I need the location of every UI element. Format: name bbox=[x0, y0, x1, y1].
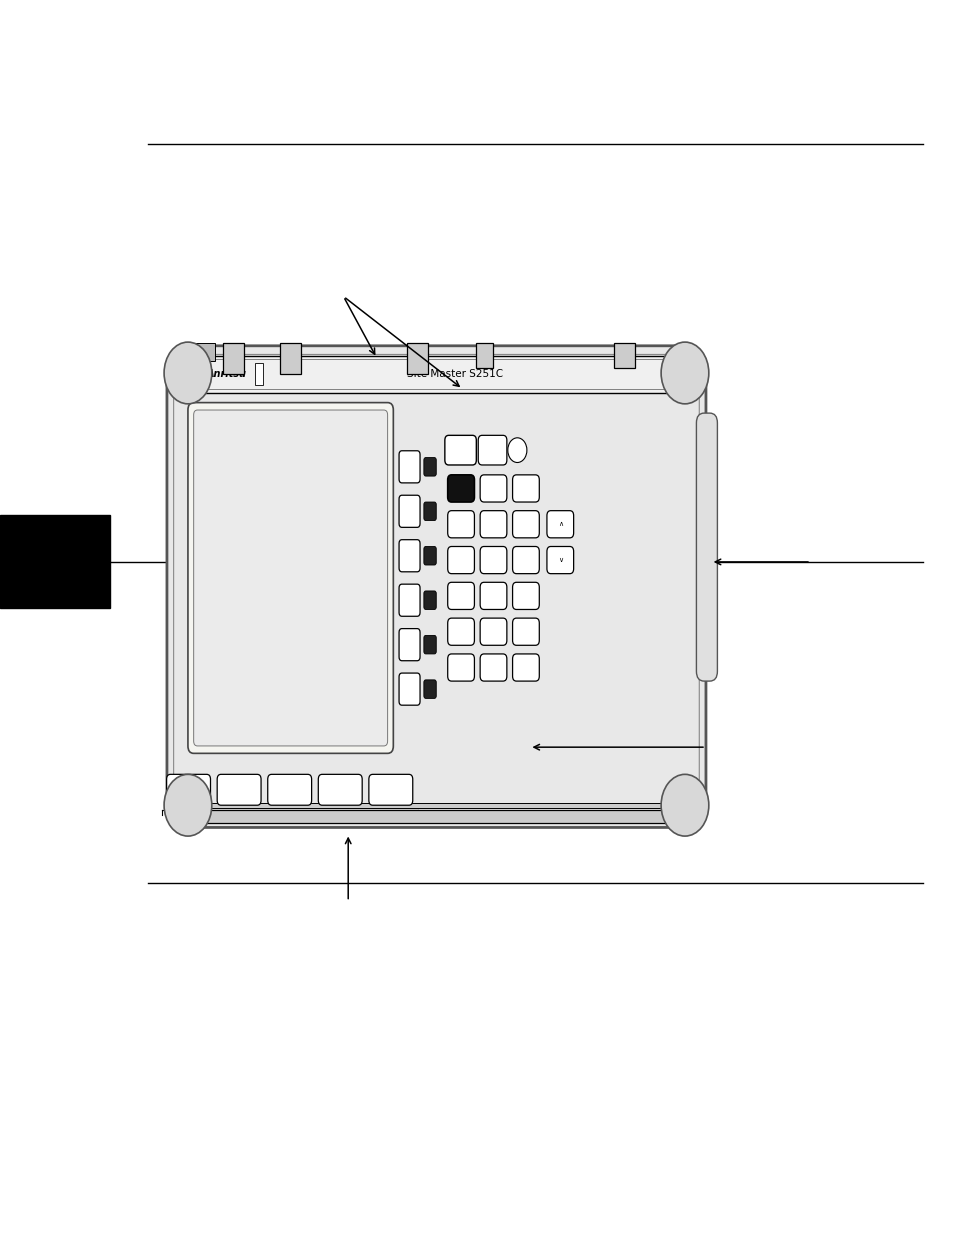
FancyBboxPatch shape bbox=[369, 774, 413, 805]
Circle shape bbox=[660, 774, 708, 836]
FancyBboxPatch shape bbox=[512, 655, 538, 682]
FancyBboxPatch shape bbox=[423, 458, 436, 477]
FancyBboxPatch shape bbox=[423, 679, 436, 699]
FancyBboxPatch shape bbox=[479, 655, 506, 682]
FancyBboxPatch shape bbox=[398, 584, 419, 616]
FancyBboxPatch shape bbox=[423, 547, 436, 566]
Text: ∨: ∨ bbox=[558, 557, 562, 563]
FancyBboxPatch shape bbox=[398, 495, 419, 527]
Bar bbox=[191, 810, 681, 823]
Text: ∧: ∧ bbox=[558, 521, 562, 527]
FancyBboxPatch shape bbox=[217, 774, 261, 805]
FancyBboxPatch shape bbox=[423, 636, 436, 655]
FancyBboxPatch shape bbox=[423, 503, 436, 521]
FancyBboxPatch shape bbox=[512, 546, 538, 573]
Bar bbox=[195, 343, 214, 361]
Text: Anritsu: Anritsu bbox=[207, 369, 247, 379]
FancyBboxPatch shape bbox=[398, 673, 419, 705]
FancyBboxPatch shape bbox=[167, 346, 705, 827]
Bar bbox=[476, 343, 493, 368]
FancyBboxPatch shape bbox=[447, 583, 474, 610]
FancyBboxPatch shape bbox=[318, 774, 362, 805]
FancyBboxPatch shape bbox=[546, 546, 573, 573]
FancyBboxPatch shape bbox=[512, 583, 538, 610]
FancyBboxPatch shape bbox=[447, 655, 474, 682]
Bar bbox=[223, 343, 244, 374]
FancyBboxPatch shape bbox=[398, 451, 419, 483]
FancyBboxPatch shape bbox=[479, 619, 506, 646]
FancyBboxPatch shape bbox=[444, 436, 476, 466]
FancyBboxPatch shape bbox=[696, 414, 717, 682]
FancyBboxPatch shape bbox=[398, 629, 419, 661]
FancyBboxPatch shape bbox=[512, 511, 538, 538]
Circle shape bbox=[660, 342, 708, 404]
Bar bbox=[254, 363, 263, 385]
Circle shape bbox=[164, 774, 212, 836]
FancyBboxPatch shape bbox=[447, 619, 474, 646]
FancyBboxPatch shape bbox=[447, 546, 474, 573]
Circle shape bbox=[164, 342, 212, 404]
FancyBboxPatch shape bbox=[447, 475, 474, 503]
FancyBboxPatch shape bbox=[447, 511, 474, 538]
FancyBboxPatch shape bbox=[512, 475, 538, 503]
Text: Site Master S251C: Site Master S251C bbox=[407, 369, 503, 379]
FancyBboxPatch shape bbox=[546, 511, 573, 538]
FancyBboxPatch shape bbox=[188, 403, 393, 753]
FancyBboxPatch shape bbox=[479, 475, 506, 503]
Bar bbox=[195, 359, 677, 389]
FancyBboxPatch shape bbox=[167, 774, 211, 805]
Circle shape bbox=[507, 438, 526, 463]
Bar bbox=[191, 803, 681, 808]
FancyBboxPatch shape bbox=[479, 546, 506, 573]
FancyBboxPatch shape bbox=[512, 619, 538, 646]
FancyBboxPatch shape bbox=[479, 583, 506, 610]
FancyBboxPatch shape bbox=[193, 410, 387, 746]
Bar bbox=[0, 515, 110, 608]
FancyBboxPatch shape bbox=[479, 511, 506, 538]
Bar bbox=[614, 343, 635, 368]
FancyBboxPatch shape bbox=[423, 592, 436, 610]
FancyBboxPatch shape bbox=[398, 540, 419, 572]
Bar bbox=[195, 356, 677, 393]
Bar bbox=[406, 343, 427, 374]
FancyBboxPatch shape bbox=[268, 774, 312, 805]
FancyBboxPatch shape bbox=[477, 436, 506, 466]
Bar bbox=[280, 343, 301, 374]
